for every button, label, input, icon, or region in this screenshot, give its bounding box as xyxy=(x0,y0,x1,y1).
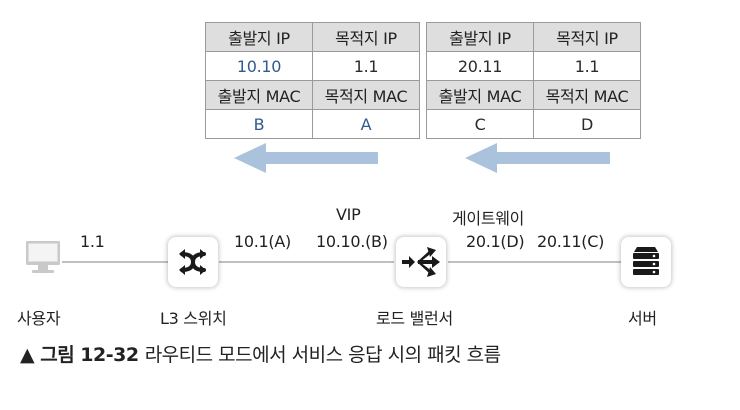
load-balancer-arrows-icon xyxy=(402,247,440,277)
load-balancer-label: 로드 밸런서 xyxy=(376,309,453,328)
value-dst-mac: D xyxy=(533,109,641,139)
header-src-mac: 출발지 MAC xyxy=(205,80,313,110)
l3-switch-box xyxy=(168,237,218,287)
header-dst-ip: 목적지 IP xyxy=(533,22,641,52)
gateway-label: 게이트웨이 xyxy=(452,209,525,228)
header-dst-mac: 목적지 MAC xyxy=(533,80,641,110)
packet-table-lb-to-user: 출발지 IP 목적지 IP 10.10 1.1 출발지 MAC 목적지 MAC … xyxy=(205,22,420,139)
figure-number: ▲ 그림 12-32 xyxy=(20,344,139,366)
computer-icon xyxy=(26,241,60,273)
l3-switch-ip: 10.1(A) xyxy=(234,232,291,251)
value-dst-ip: 1.1 xyxy=(312,51,420,81)
load-balancer-box xyxy=(396,237,446,287)
header-dst-ip: 목적지 IP xyxy=(312,22,420,52)
header-src-ip: 출발지 IP xyxy=(205,22,313,52)
user-label: 사용자 xyxy=(17,309,61,328)
l3-switch-label: L3 스위치 xyxy=(160,309,227,328)
vip-address: 10.10.(B) xyxy=(316,232,388,251)
server-ip: 20.11(C) xyxy=(537,232,605,251)
header-src-mac: 출발지 MAC xyxy=(426,80,534,110)
flow-arrow-left xyxy=(234,143,378,173)
value-src-ip: 20.11 xyxy=(426,51,534,81)
flow-arrow-right xyxy=(465,143,610,173)
server-box xyxy=(621,237,671,287)
gateway-ip: 20.1(D) xyxy=(466,232,525,251)
value-dst-ip: 1.1 xyxy=(533,51,641,81)
figure-caption: ▲ 그림 12-32 라우티드 모드에서 서비스 응답 시의 패킷 흐름 xyxy=(20,340,501,367)
header-dst-mac: 목적지 MAC xyxy=(312,80,420,110)
value-dst-mac: A xyxy=(312,109,420,139)
server-rack-icon xyxy=(633,247,659,275)
figure-title: 라우티드 모드에서 서비스 응답 시의 패킷 흐름 xyxy=(144,344,501,366)
packet-table-server-to-lb: 출발지 IP 목적지 IP 20.11 1.1 출발지 MAC 목적지 MAC … xyxy=(426,22,641,139)
header-src-ip: 출발지 IP xyxy=(426,22,534,52)
switch-cross-arrows-icon xyxy=(179,249,206,275)
user-ip: 1.1 xyxy=(80,232,105,251)
vip-label: VIP xyxy=(336,205,361,224)
value-src-mac: C xyxy=(426,109,534,139)
server-label: 서버 xyxy=(628,309,657,328)
value-src-mac: B xyxy=(205,109,313,139)
